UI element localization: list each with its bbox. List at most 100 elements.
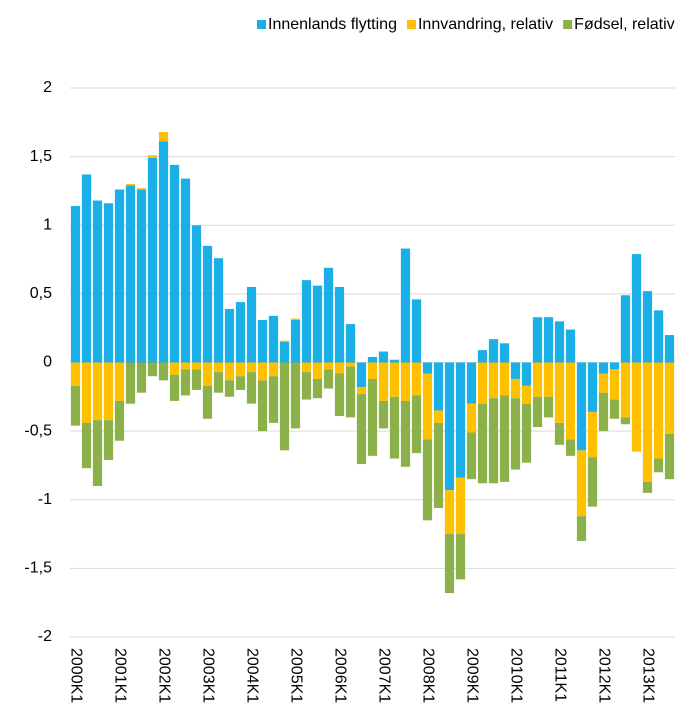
bar-segment	[158, 362, 169, 381]
bar-segment	[169, 164, 180, 363]
bar-segment	[70, 206, 81, 363]
bar-segment	[543, 362, 554, 397]
bar-segment	[664, 335, 675, 363]
bar-segment	[598, 373, 609, 393]
bar-segment	[653, 458, 664, 473]
bar-segment	[103, 203, 114, 363]
y-tick-label: 1,5	[30, 148, 52, 165]
bar-segment	[609, 369, 620, 400]
bar-segment	[268, 362, 279, 377]
bar-segment	[81, 422, 92, 469]
y-tick-label: -1	[38, 491, 52, 508]
bar-segment	[125, 362, 136, 404]
bar-segment	[345, 362, 356, 367]
bar-segment	[576, 516, 587, 541]
bar-segment	[169, 362, 180, 375]
bar-segment	[334, 373, 345, 417]
y-tick-label: 2	[43, 79, 52, 96]
bar-segment	[444, 490, 455, 535]
bar-segment	[345, 324, 356, 363]
bar-segment	[477, 362, 488, 404]
bar-segment	[642, 481, 653, 493]
bar-segment	[400, 248, 411, 363]
bar-segment	[554, 321, 565, 363]
bar-segment	[664, 362, 675, 434]
bar-segment	[653, 362, 664, 459]
bar-segment	[565, 362, 576, 440]
bar-segment	[620, 417, 631, 425]
bar-segment	[224, 380, 235, 397]
bar-segment	[147, 155, 158, 158]
bar-segment	[587, 457, 598, 507]
bar-segment	[136, 189, 147, 363]
bar-segment	[521, 362, 532, 386]
bar-segment	[224, 362, 235, 381]
bar-segment	[191, 225, 202, 363]
x-tick-label: 2007K1	[375, 648, 392, 703]
bar-segment	[158, 141, 169, 363]
bar-segment	[499, 343, 510, 363]
bar-segment	[202, 362, 213, 386]
bar-segment	[103, 362, 114, 421]
bar-segment	[246, 362, 257, 373]
bar-segment	[565, 329, 576, 363]
y-tick-label: -0,5	[24, 422, 52, 439]
bar-segment	[180, 362, 191, 370]
bar-segment	[576, 362, 587, 451]
bar-segment	[279, 341, 290, 363]
bar-segment	[290, 319, 301, 363]
bar-segment	[499, 395, 510, 482]
bar-segment	[444, 362, 455, 491]
bar-segment	[147, 362, 158, 377]
bar-segment	[543, 317, 554, 363]
bar-segment	[378, 362, 389, 401]
bar-segment	[532, 317, 543, 363]
bar-segment	[191, 369, 202, 390]
bar-segment	[422, 439, 433, 521]
x-tick-label: 2010K1	[507, 648, 524, 703]
bar-segment	[279, 362, 290, 451]
bar-segment	[356, 362, 367, 388]
legend-swatch	[257, 20, 266, 29]
bar-segment	[92, 420, 103, 487]
bar-segment	[213, 362, 224, 373]
bar-segment	[598, 362, 609, 374]
bar-segment	[631, 254, 642, 363]
x-tick-label: 2008K1	[419, 648, 436, 703]
x-tick-label: 2012K1	[595, 648, 612, 703]
bar-segment	[433, 362, 444, 411]
bar-segment	[81, 362, 92, 423]
bar-segment	[543, 396, 554, 418]
y-tick-label: 0,5	[30, 285, 52, 302]
bar-segment	[70, 362, 81, 386]
bar-segment	[499, 362, 510, 396]
bar-segment	[444, 534, 455, 594]
x-tick-label: 2011K1	[551, 648, 568, 702]
x-tick-label: 2009K1	[463, 648, 480, 703]
legend-label: Innvandring, relativ	[418, 16, 553, 33]
bar-segment	[378, 351, 389, 363]
bar-segment	[664, 433, 675, 480]
legend-swatch	[406, 20, 416, 29]
bar-segment	[521, 403, 532, 463]
bar-segment	[356, 394, 367, 465]
bar-segment	[301, 372, 312, 400]
y-tick-label: -1,5	[24, 560, 52, 577]
x-tick-label: 2006K1	[331, 648, 348, 703]
y-tick-label: 0	[43, 354, 52, 371]
bar-segment	[389, 359, 400, 363]
bar-segment	[103, 420, 114, 460]
bar-segment	[312, 285, 323, 363]
bar-segment	[642, 362, 653, 482]
bar-segment	[323, 362, 334, 370]
bar-segment	[180, 178, 191, 363]
bar-segment	[213, 372, 224, 393]
bar-segment	[301, 280, 312, 363]
bar-segment	[213, 258, 224, 363]
bar-segment	[367, 357, 378, 363]
bar-segment	[92, 362, 103, 421]
bar-segment	[455, 534, 466, 580]
bar-segment	[620, 362, 631, 418]
bar-segment	[642, 291, 653, 363]
